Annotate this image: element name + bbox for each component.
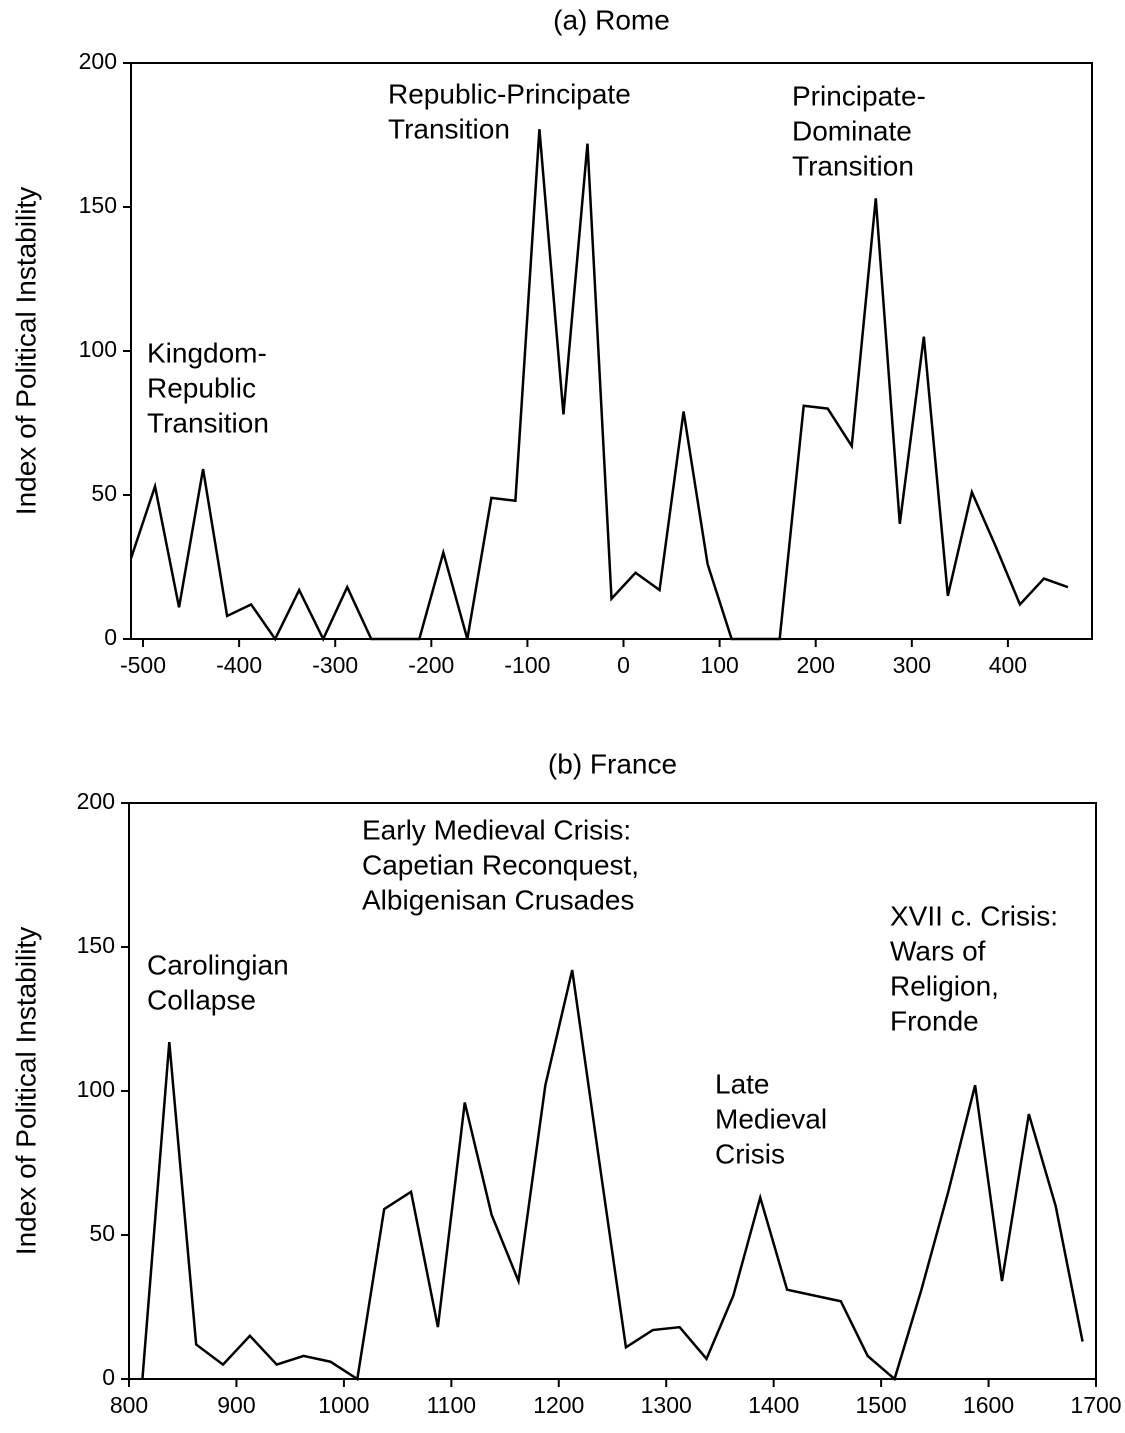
y-tick-label: 200 xyxy=(79,48,117,74)
x-tick-label: -100 xyxy=(504,652,550,678)
y-tick-label: 150 xyxy=(79,192,117,218)
annotation: Transition xyxy=(388,113,510,144)
y-tick-label: 0 xyxy=(102,1364,115,1390)
y-tick-label: 100 xyxy=(79,336,117,362)
annotation: Collapse xyxy=(147,984,256,1015)
x-tick-label: 1400 xyxy=(748,1392,799,1418)
x-tick-label: 0 xyxy=(617,652,630,678)
x-tick-label: 1600 xyxy=(963,1392,1014,1418)
annotation: Capetian Reconquest, xyxy=(362,849,639,880)
x-tick-label: 1000 xyxy=(318,1392,369,1418)
annotation: Principate- xyxy=(792,80,926,111)
annotation: Crisis xyxy=(715,1138,785,1169)
annotation: Dominate xyxy=(792,115,912,146)
x-tick-label: 1300 xyxy=(641,1392,692,1418)
annotation: Fronde xyxy=(890,1005,979,1036)
y-tick-label: 50 xyxy=(89,1220,115,1246)
x-tick-label: 400 xyxy=(989,652,1027,678)
annotation: Early Medieval Crisis: xyxy=(362,814,631,845)
annotation: Carolingian xyxy=(147,949,289,980)
y-axis-label: Index of Political Instability xyxy=(10,927,41,1255)
x-tick-label: 1700 xyxy=(1070,1392,1121,1418)
y-tick-label: 100 xyxy=(77,1076,115,1102)
annotation: Transition xyxy=(147,407,269,438)
y-tick-label: 200 xyxy=(77,788,115,814)
x-tick-label: -500 xyxy=(120,652,166,678)
plot-frame xyxy=(130,62,1093,640)
annotation: Medieval xyxy=(715,1103,827,1134)
y-axis-label: Index of Political Instability xyxy=(10,187,41,515)
data-line xyxy=(129,129,1069,642)
chart-title: (a) Rome xyxy=(553,4,670,35)
x-tick-label: 200 xyxy=(797,652,835,678)
annotation: Albigenisan Crusades xyxy=(362,884,634,915)
data-line xyxy=(141,969,1084,1382)
annotation: Republic-Principate xyxy=(388,78,631,109)
annotation: Wars of xyxy=(890,935,986,966)
y-tick-label: 150 xyxy=(77,932,115,958)
x-tick-label: -300 xyxy=(312,652,358,678)
x-tick-label: -400 xyxy=(216,652,262,678)
chart-title: (b) France xyxy=(548,748,677,779)
x-tick-label: 1500 xyxy=(856,1392,907,1418)
annotation: Transition xyxy=(792,150,914,181)
x-tick-label: 1100 xyxy=(427,1392,476,1418)
annotation: Religion, xyxy=(890,970,999,1001)
annotation: Republic xyxy=(147,372,256,403)
x-tick-label: 100 xyxy=(700,652,738,678)
y-tick-label: 0 xyxy=(104,624,117,650)
x-tick-label: 800 xyxy=(110,1392,148,1418)
y-tick-label: 50 xyxy=(91,480,117,506)
x-tick-label: 300 xyxy=(893,652,931,678)
annotation: Kingdom- xyxy=(147,337,267,368)
annotation: Late xyxy=(715,1068,770,1099)
x-tick-label: 1200 xyxy=(533,1392,584,1418)
annotation: XVII c. Crisis: xyxy=(890,900,1058,931)
x-tick-label: -200 xyxy=(408,652,454,678)
x-tick-label: 900 xyxy=(217,1392,255,1418)
